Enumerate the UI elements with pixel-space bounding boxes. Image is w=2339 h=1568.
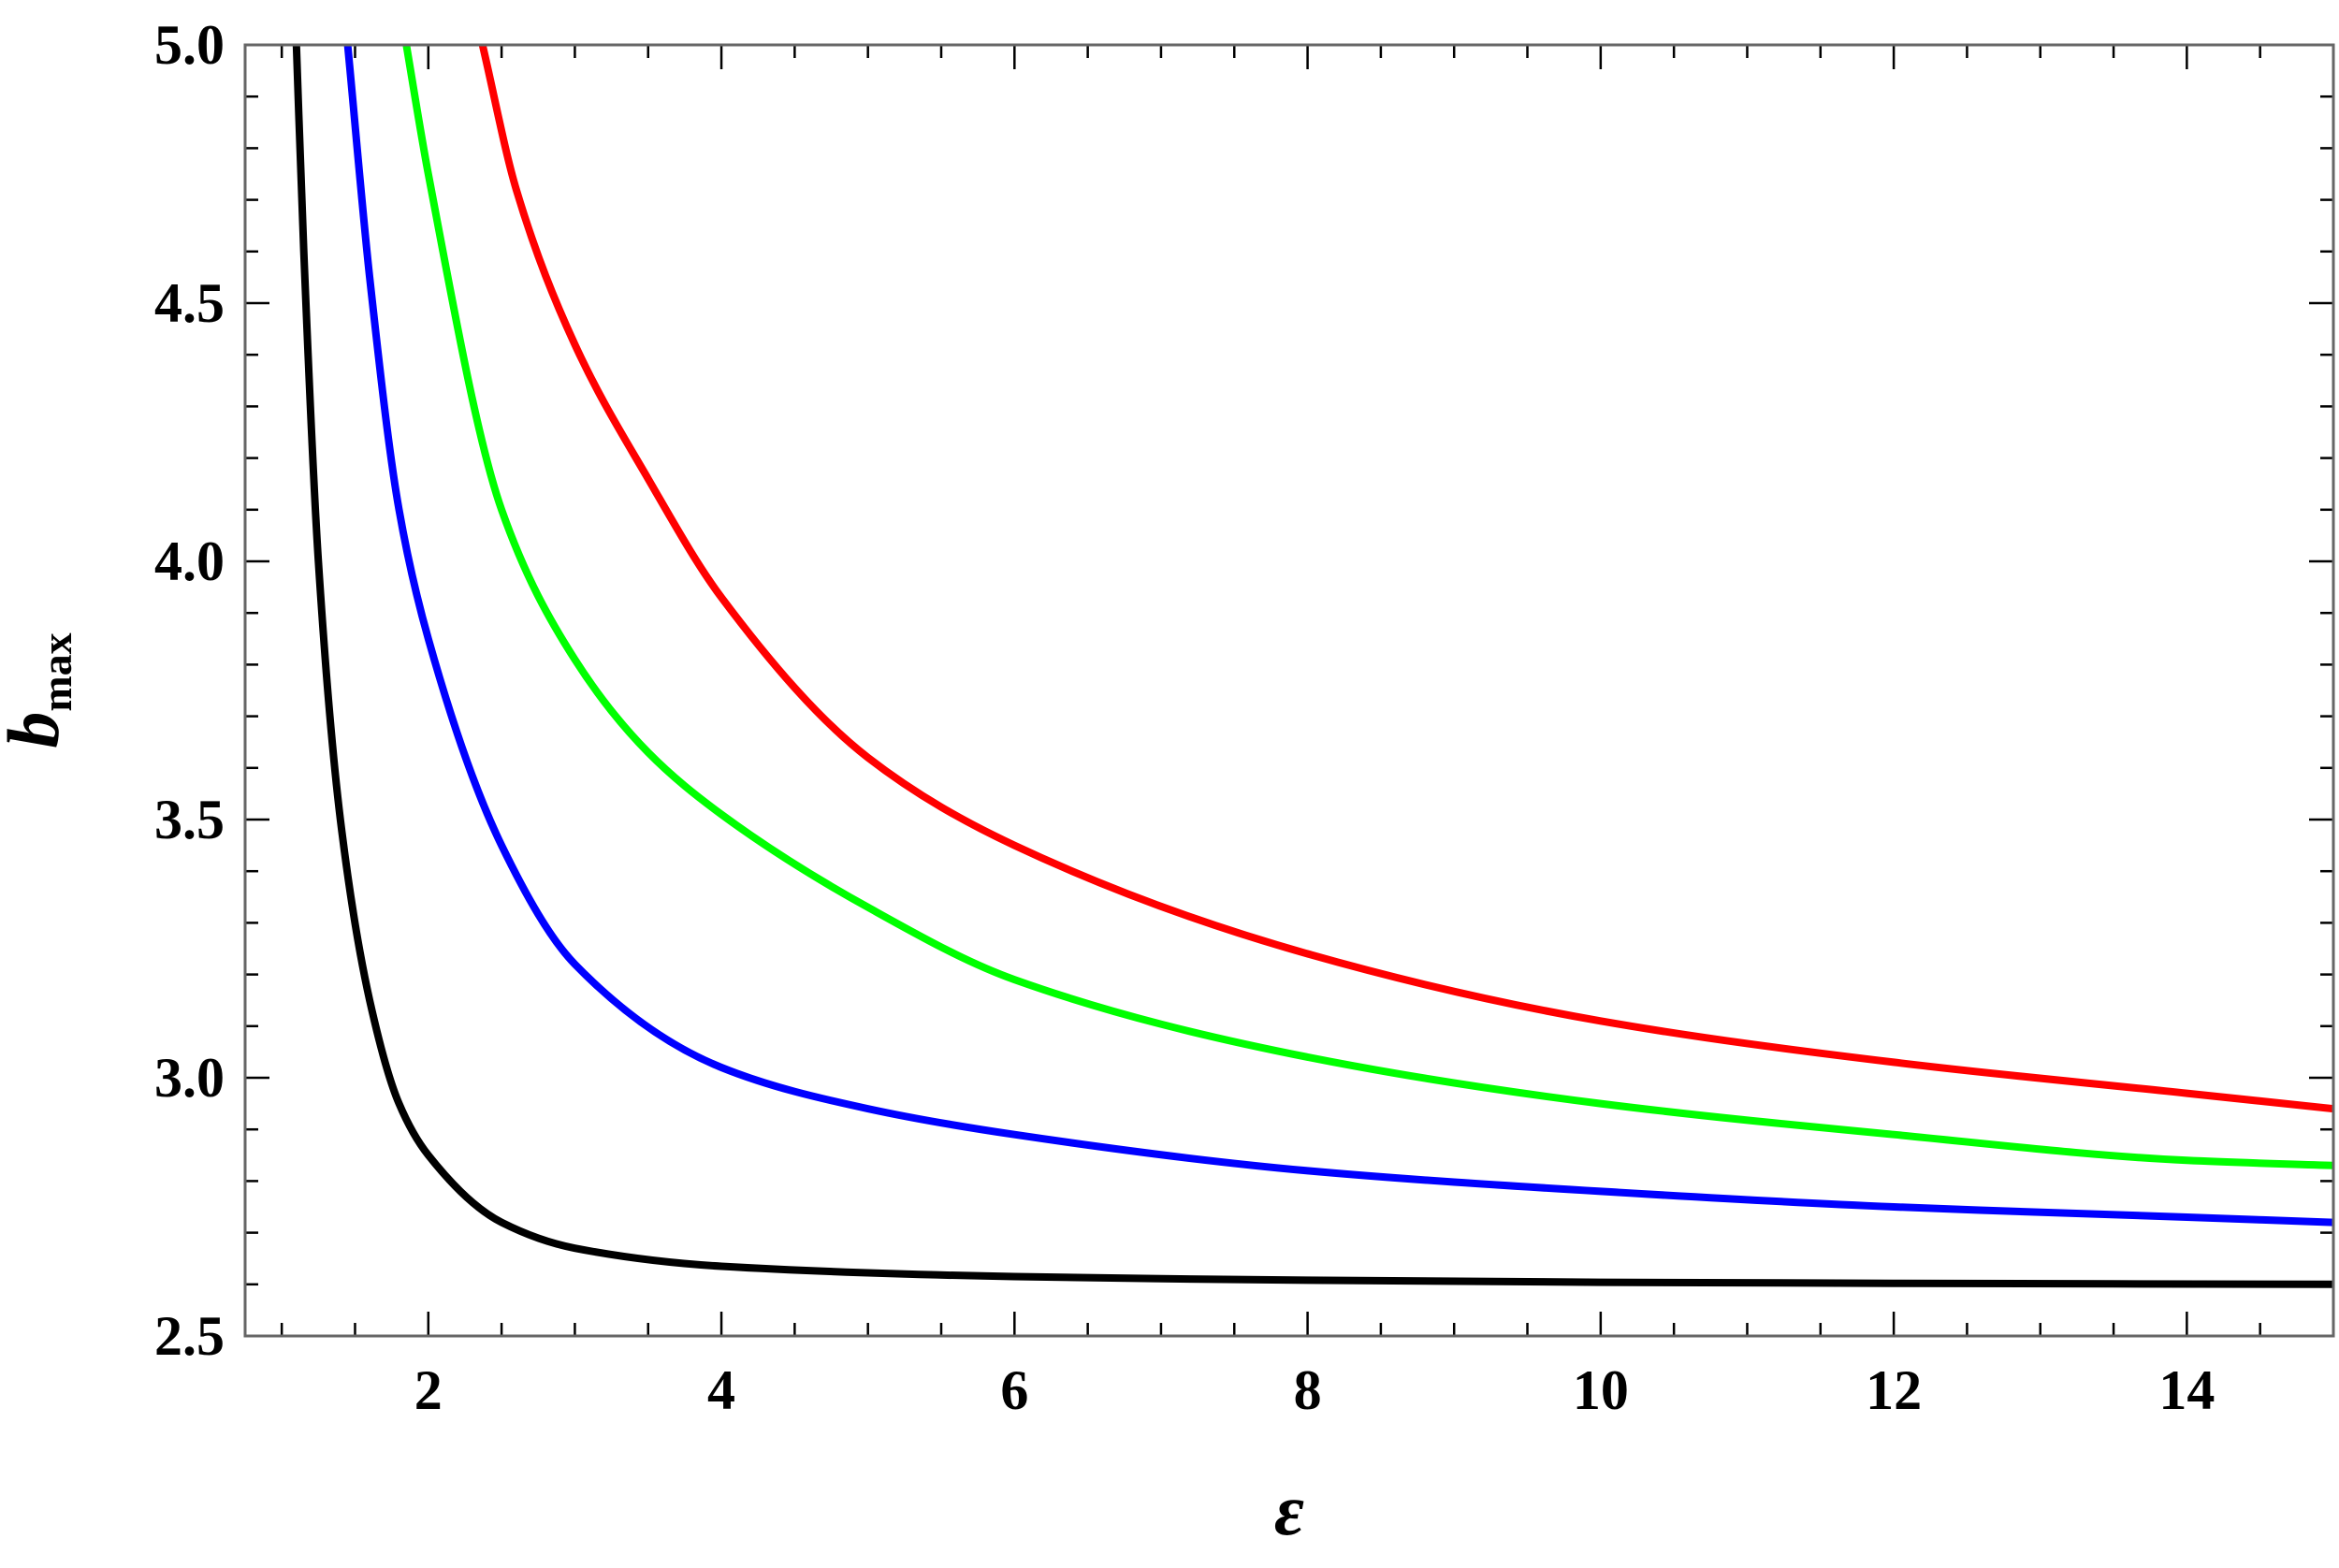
x-axis-label: ε: [1274, 1469, 1304, 1550]
y-tick-label: 3.5: [154, 789, 225, 850]
y-axis-label-main: b: [0, 712, 74, 748]
x-tick-label: 14: [2158, 1359, 2215, 1421]
y-tick-label: 5.0: [154, 14, 225, 76]
y-tick-label: 3.0: [154, 1047, 225, 1109]
series-line-4: [292, 45, 2333, 1288]
series-layer: [292, 45, 2333, 1288]
x-tick-label: 8: [1294, 1359, 1322, 1421]
x-tick-label: 2: [414, 1359, 443, 1421]
x-tick-label: 12: [1866, 1359, 1922, 1421]
x-tick-label: 10: [1573, 1359, 1629, 1421]
y-tick-label: 2.5: [154, 1305, 225, 1367]
series-line-2: [402, 45, 2333, 1169]
tick-label-layer: 2 4 6 8 10 12 14 2.5 3.0 3.5 4.0 4.5 5.0: [154, 14, 2215, 1421]
y-tick-label: 4.0: [154, 530, 225, 592]
y-tick-label: 4.5: [154, 272, 225, 334]
x-tick-label: 6: [1000, 1359, 1028, 1421]
plot-frame: [243, 43, 2335, 1338]
series-line-3: [343, 45, 2333, 1227]
y-axis-label-subscript: max: [33, 632, 80, 711]
series-line-1: [478, 45, 2333, 1113]
tick-layer: [245, 43, 2335, 1338]
y-axis-label: bmax: [0, 632, 80, 748]
x-tick-label: 4: [707, 1359, 735, 1421]
